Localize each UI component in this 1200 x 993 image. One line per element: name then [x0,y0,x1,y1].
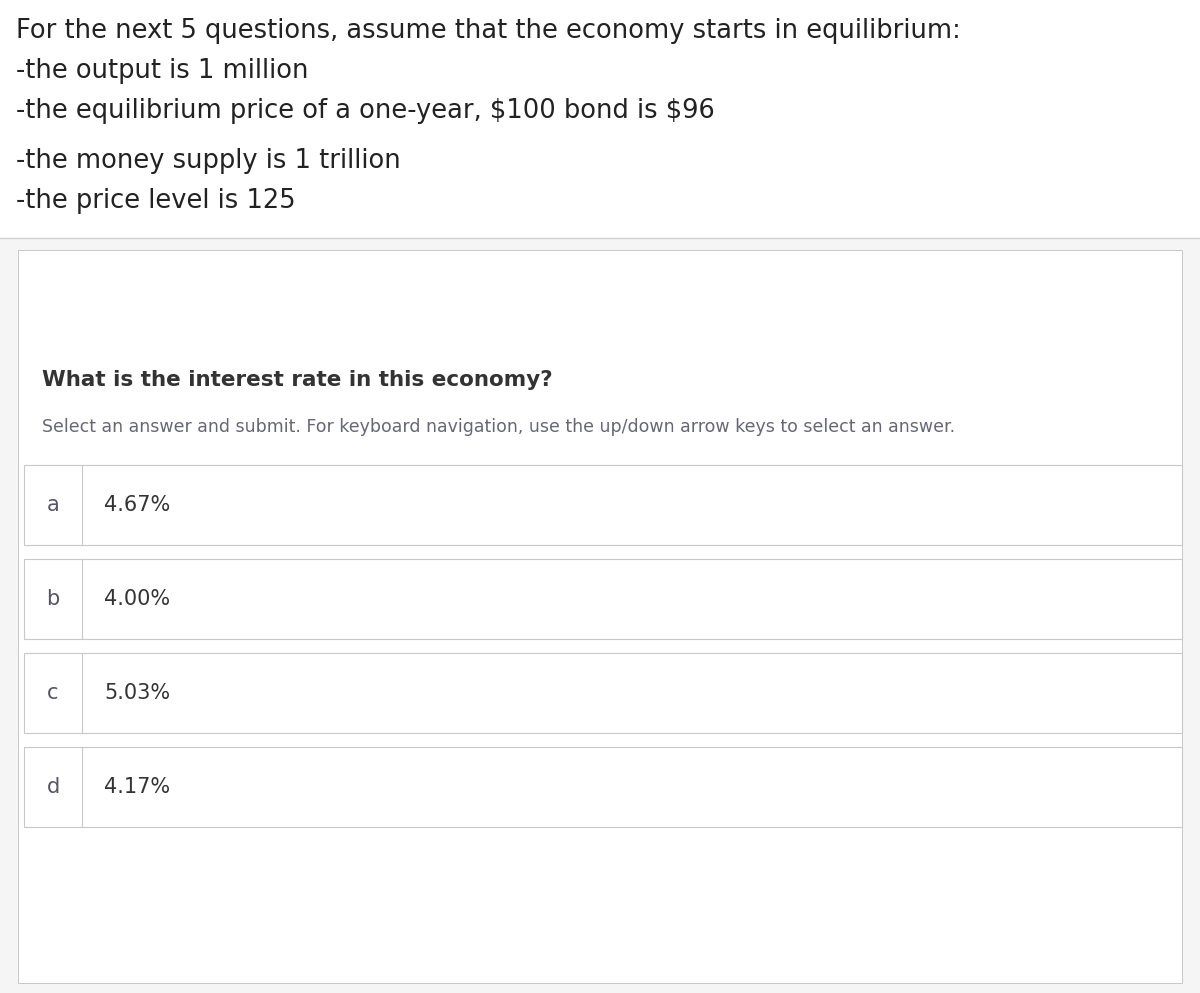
Bar [24,747,1182,827]
Text: -the money supply is 1 trillion: -the money supply is 1 trillion [16,148,401,174]
Text: What is the interest rate in this economy?: What is the interest rate in this econom… [42,370,553,390]
Bar [0,0,1200,238]
Text: 4.67%: 4.67% [104,495,170,515]
Bar [0,238,1200,993]
Bar [18,250,1182,983]
Text: 4.17%: 4.17% [104,777,170,797]
Text: 5.03%: 5.03% [104,683,170,703]
Text: a: a [47,495,59,515]
Text: -the equilibrium price of a one-year, \$100 bond is \$96: -the equilibrium price of a one-year, \$… [16,98,715,124]
Bar [24,653,1182,733]
Text: -the output is 1 million: -the output is 1 million [16,58,308,84]
Text: c: c [47,683,59,703]
Text: Select an answer and submit. For keyboard navigation, use the up/down arrow keys: Select an answer and submit. For keyboar… [42,418,955,436]
Text: -the price level is 125: -the price level is 125 [16,188,295,214]
Text: b: b [47,589,60,609]
Bar [24,465,1182,545]
Text: 4.00%: 4.00% [104,589,170,609]
Text: d: d [47,777,60,797]
Text: For the next 5 questions, assume that the economy starts in equilibrium:: For the next 5 questions, assume that th… [16,18,961,44]
Bar [24,559,1182,639]
